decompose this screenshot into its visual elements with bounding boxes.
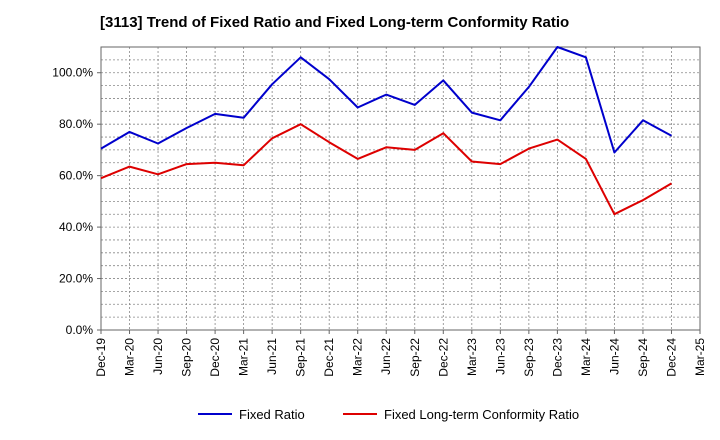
x-tick-label: Mar-21 [237, 338, 251, 376]
x-tick-label: Mar-22 [351, 338, 365, 376]
x-tick-label: Jun-24 [607, 338, 621, 375]
chart-title: [3113] Trend of Fixed Ratio and Fixed Lo… [100, 14, 570, 31]
y-tick-label: 100.0% [52, 66, 93, 80]
series-line-fixed-long-term-conformity-ratio [100, 123, 673, 216]
x-tick-label: Mar-25 [693, 338, 707, 376]
plot-frame [100, 46, 701, 331]
x-tick-label: Jun-20 [151, 338, 165, 375]
grid-layer [101, 47, 700, 330]
x-tick-label: Dec-24 [664, 338, 678, 377]
x-tick-label: Mar-23 [465, 338, 479, 376]
legend-label: Fixed Long-term Conformity Ratio [384, 407, 579, 422]
series-line-fixed-ratio [100, 46, 672, 154]
y-tick-label: 20.0% [59, 272, 93, 286]
x-tick-label: Sep-23 [522, 338, 536, 377]
series-layer [100, 46, 673, 216]
x-tick-label: Sep-21 [294, 338, 308, 377]
x-tick-label: Dec-23 [550, 338, 564, 377]
legend-label: Fixed Ratio [239, 407, 305, 422]
x-tick-label: Dec-22 [436, 338, 450, 377]
x-tick-label: Jun-21 [265, 338, 279, 375]
x-tick-label: Mar-24 [579, 338, 593, 376]
x-tick-label: Jun-23 [493, 338, 507, 375]
x-tick-label: Sep-20 [180, 338, 194, 377]
x-tick-label: Sep-22 [408, 338, 422, 377]
axis-layer: 0.0% 20.0% 40.0% 60.0% 80.0% 100.0% Dec-19 Mar-… [52, 46, 707, 377]
y-tick-label: 60.0% [59, 169, 93, 183]
x-tick-label: Dec-21 [322, 338, 336, 377]
x-tick-label: Mar-20 [123, 338, 137, 376]
y-tick-label: 0.0% [66, 323, 94, 337]
x-tick-label: Dec-20 [208, 338, 222, 377]
x-tick-label: Jun-22 [379, 338, 393, 375]
y-tick-label: 40.0% [59, 220, 93, 234]
x-tick-label: Dec-19 [94, 338, 108, 377]
legend: Fixed Ratio Fixed Long-term Conformity Ra… [198, 407, 579, 422]
y-tick-label: 80.0% [59, 117, 93, 131]
x-tick-label: Sep-24 [636, 338, 650, 377]
